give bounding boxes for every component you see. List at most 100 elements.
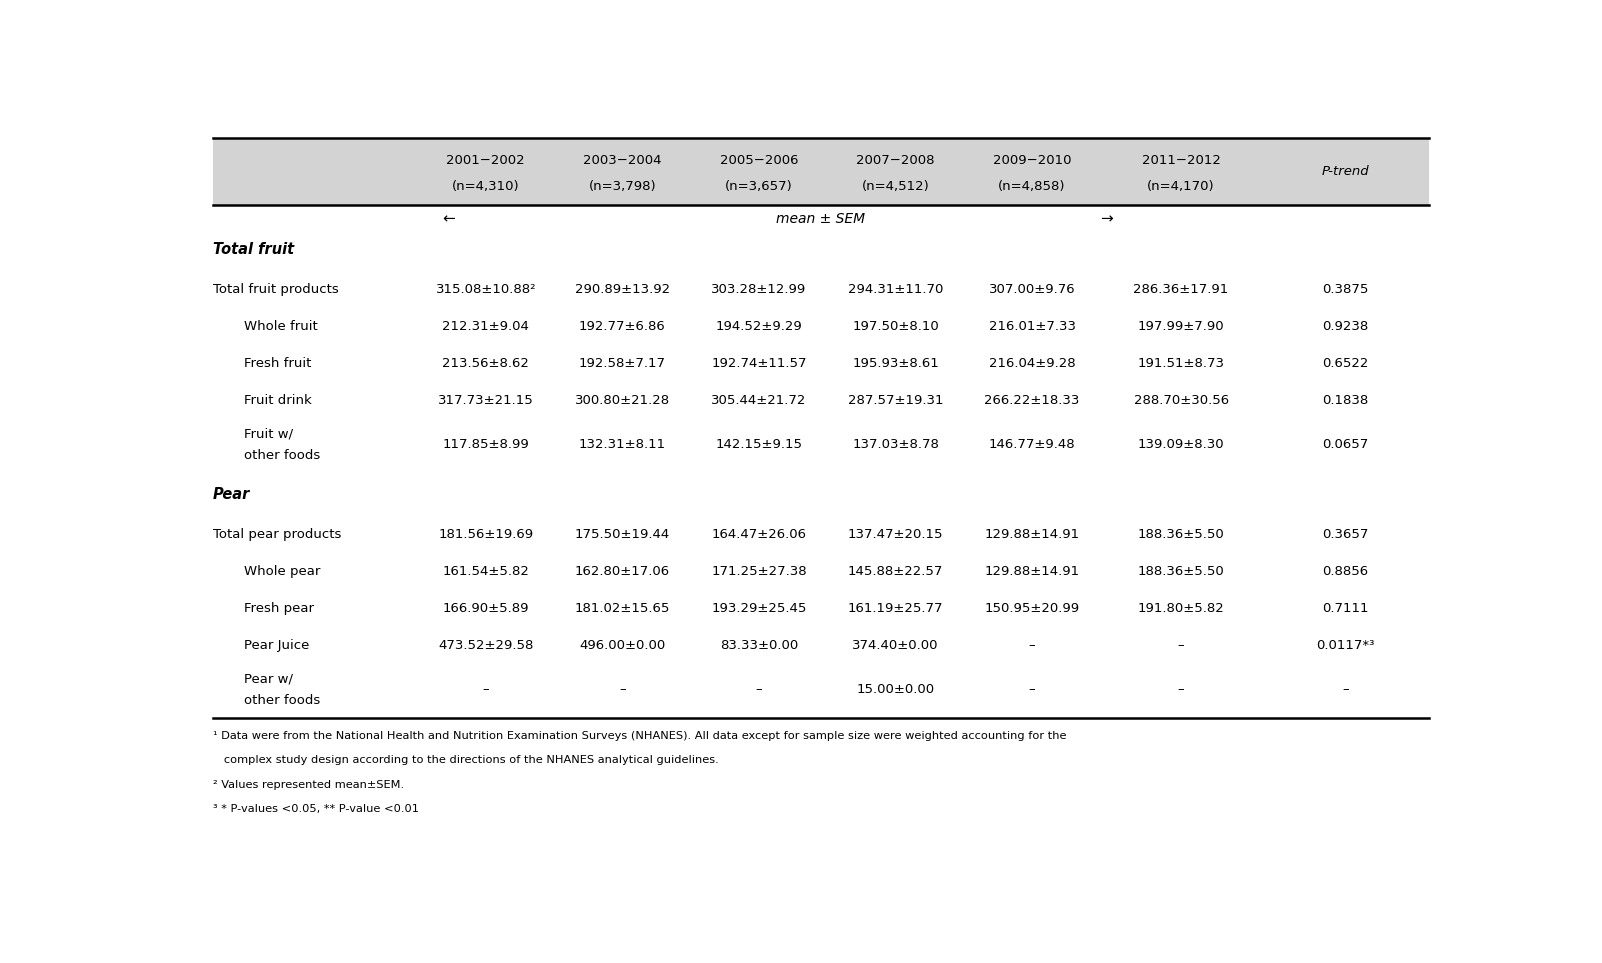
Text: 145.88±22.57: 145.88±22.57	[847, 565, 944, 578]
Text: 266.22±18.33: 266.22±18.33	[984, 394, 1080, 406]
Text: ² Values represented mean±SEM.: ² Values represented mean±SEM.	[213, 780, 404, 790]
Text: 290.89±13.92: 290.89±13.92	[575, 282, 670, 296]
Text: →: →	[1101, 211, 1113, 226]
Text: 317.73±21.15: 317.73±21.15	[437, 394, 533, 406]
Text: 305.44±21.72: 305.44±21.72	[711, 394, 807, 406]
Text: 315.08±10.88²: 315.08±10.88²	[436, 282, 537, 296]
Text: Pear w/: Pear w/	[244, 673, 293, 686]
Text: 374.40±0.00: 374.40±0.00	[852, 639, 939, 652]
Text: 307.00±9.76: 307.00±9.76	[988, 282, 1075, 296]
Text: P-trend: P-trend	[1322, 165, 1370, 177]
Text: 137.47±20.15: 137.47±20.15	[847, 528, 944, 541]
Text: 192.58±7.17: 192.58±7.17	[578, 356, 666, 370]
Text: complex study design according to the directions of the NHANES analytical guidel: complex study design according to the di…	[213, 756, 718, 766]
Text: 213.56±8.62: 213.56±8.62	[442, 356, 529, 370]
Text: –: –	[1342, 683, 1349, 696]
Text: 192.74±11.57: 192.74±11.57	[711, 356, 807, 370]
Text: Total fruit: Total fruit	[213, 242, 293, 257]
Text: 188.36±5.50: 188.36±5.50	[1137, 565, 1224, 578]
Text: –: –	[756, 683, 763, 696]
Text: 161.54±5.82: 161.54±5.82	[442, 565, 529, 578]
Text: 212.31±9.04: 212.31±9.04	[442, 320, 529, 332]
Text: 181.56±19.69: 181.56±19.69	[439, 528, 533, 541]
Text: 192.77±6.86: 192.77±6.86	[578, 320, 666, 332]
Text: –: –	[1177, 639, 1184, 652]
Text: 195.93±8.61: 195.93±8.61	[852, 356, 939, 370]
Text: 300.80±21.28: 300.80±21.28	[575, 394, 670, 406]
Text: 83.33±0.00: 83.33±0.00	[719, 639, 798, 652]
Text: ←: ←	[442, 211, 455, 226]
Text: Fruit w/: Fruit w/	[244, 428, 293, 440]
Text: 0.3875: 0.3875	[1322, 282, 1368, 296]
FancyBboxPatch shape	[213, 138, 1429, 204]
Text: 166.90±5.89: 166.90±5.89	[442, 602, 529, 615]
Text: 496.00±0.00: 496.00±0.00	[580, 639, 665, 652]
Text: 294.31±11.70: 294.31±11.70	[847, 282, 944, 296]
Text: ³ * P-values <0.05, ** P-value <0.01: ³ * P-values <0.05, ** P-value <0.01	[213, 804, 418, 815]
Text: (n=4,512): (n=4,512)	[862, 179, 929, 193]
Text: other foods: other foods	[244, 694, 320, 707]
Text: 2011−2012: 2011−2012	[1142, 154, 1221, 168]
Text: 162.80±17.06: 162.80±17.06	[575, 565, 670, 578]
Text: 197.99±7.90: 197.99±7.90	[1137, 320, 1224, 332]
Text: 129.88±14.91: 129.88±14.91	[985, 565, 1080, 578]
Text: Whole fruit: Whole fruit	[244, 320, 317, 332]
Text: 117.85±8.99: 117.85±8.99	[442, 437, 529, 451]
Text: 0.0657: 0.0657	[1323, 437, 1368, 451]
Text: 0.1838: 0.1838	[1323, 394, 1368, 406]
Text: Total pear products: Total pear products	[213, 528, 341, 541]
Text: ¹ Data were from the National Health and Nutrition Examination Surveys (NHANES).: ¹ Data were from the National Health and…	[213, 731, 1067, 741]
Text: 473.52±29.58: 473.52±29.58	[437, 639, 533, 652]
Text: 15.00±0.00: 15.00±0.00	[857, 683, 934, 696]
Text: 146.77±9.48: 146.77±9.48	[988, 437, 1075, 451]
Text: –: –	[482, 683, 489, 696]
Text: 194.52±9.29: 194.52±9.29	[716, 320, 803, 332]
Text: 161.19±25.77: 161.19±25.77	[847, 602, 944, 615]
Text: mean ± SEM: mean ± SEM	[777, 212, 865, 225]
Text: (n=3,798): (n=3,798)	[588, 179, 657, 193]
Text: 0.6522: 0.6522	[1322, 356, 1368, 370]
Text: Fruit drink: Fruit drink	[244, 394, 311, 406]
Text: 191.80±5.82: 191.80±5.82	[1137, 602, 1224, 615]
Text: Whole pear: Whole pear	[244, 565, 320, 578]
Text: (n=3,657): (n=3,657)	[726, 179, 793, 193]
Text: 2007−2008: 2007−2008	[855, 154, 936, 168]
Text: Total fruit products: Total fruit products	[213, 282, 338, 296]
Text: other foods: other foods	[244, 449, 320, 461]
Text: –: –	[618, 683, 626, 696]
Text: –: –	[1028, 683, 1035, 696]
Text: 139.09±8.30: 139.09±8.30	[1137, 437, 1224, 451]
Text: (n=4,310): (n=4,310)	[452, 179, 519, 193]
Text: 2003−2004: 2003−2004	[583, 154, 662, 168]
Text: 181.02±15.65: 181.02±15.65	[575, 602, 670, 615]
Text: 288.70±30.56: 288.70±30.56	[1134, 394, 1229, 406]
Text: 175.50±19.44: 175.50±19.44	[575, 528, 670, 541]
Text: Fresh pear: Fresh pear	[244, 602, 314, 615]
Text: 137.03±8.78: 137.03±8.78	[852, 437, 939, 451]
Text: 0.8856: 0.8856	[1323, 565, 1368, 578]
Text: 2005−2006: 2005−2006	[719, 154, 798, 168]
Text: 216.04±9.28: 216.04±9.28	[988, 356, 1075, 370]
Text: 132.31±8.11: 132.31±8.11	[578, 437, 666, 451]
Text: 0.7111: 0.7111	[1322, 602, 1368, 615]
Text: 0.3657: 0.3657	[1322, 528, 1368, 541]
Text: 171.25±27.38: 171.25±27.38	[711, 565, 807, 578]
Text: 286.36±17.91: 286.36±17.91	[1134, 282, 1229, 296]
Text: Pear: Pear	[213, 487, 250, 503]
Text: 303.28±12.99: 303.28±12.99	[711, 282, 806, 296]
Text: 188.36±5.50: 188.36±5.50	[1137, 528, 1224, 541]
Text: 287.57±19.31: 287.57±19.31	[847, 394, 944, 406]
Text: 193.29±25.45: 193.29±25.45	[711, 602, 807, 615]
Text: 216.01±7.33: 216.01±7.33	[988, 320, 1075, 332]
Text: 0.9238: 0.9238	[1323, 320, 1368, 332]
Text: (n=4,170): (n=4,170)	[1147, 179, 1214, 193]
Text: 2001−2002: 2001−2002	[447, 154, 525, 168]
Text: 142.15±9.15: 142.15±9.15	[716, 437, 803, 451]
Text: 150.95±20.99: 150.95±20.99	[985, 602, 1080, 615]
Text: 164.47±26.06: 164.47±26.06	[711, 528, 806, 541]
Text: –: –	[1028, 639, 1035, 652]
Text: –: –	[1177, 683, 1184, 696]
Text: 197.50±8.10: 197.50±8.10	[852, 320, 939, 332]
Text: Fresh fruit: Fresh fruit	[244, 356, 311, 370]
Text: 191.51±8.73: 191.51±8.73	[1137, 356, 1224, 370]
